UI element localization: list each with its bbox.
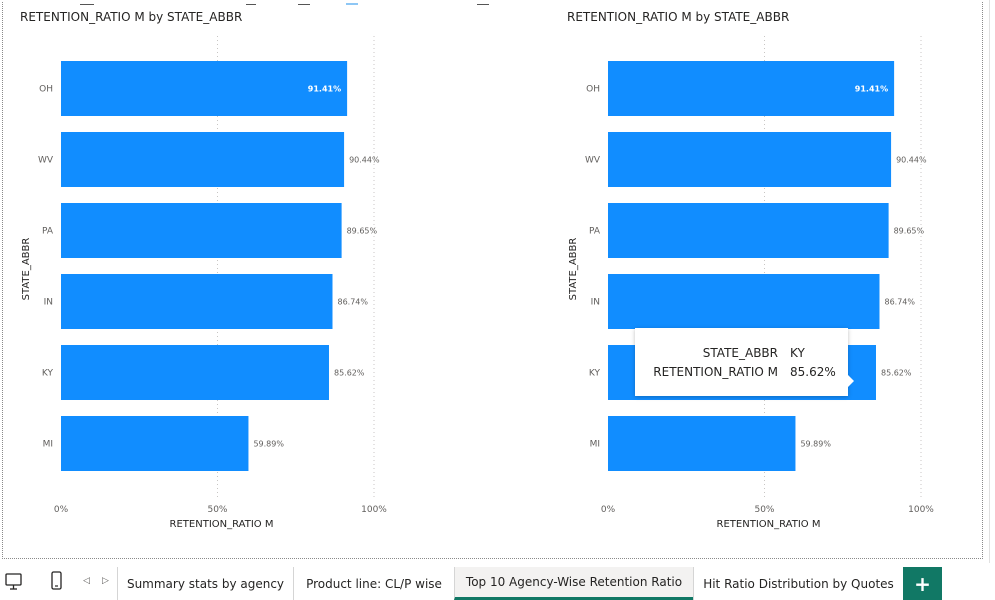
bar-chart-visual-left[interactable]: RETENTION_RATIO M by STATE_ABBR 0% 50% 100… [2, 4, 482, 544]
data-tooltip: STATE_ABBR KY RETENTION_RATIO M 85.62% [635, 328, 854, 396]
bar [608, 61, 895, 116]
chevron-left-icon[interactable]: ◁ [83, 576, 90, 586]
toolbar-fragment [246, 0, 256, 5]
y-tick-label: KY [42, 369, 54, 379]
data-label: 91.41% [855, 85, 888, 94]
x-tick-label: 100% [361, 505, 387, 515]
toolbar-fragment [298, 0, 310, 5]
data-label: 59.89% [253, 440, 284, 449]
add-page-button[interactable]: + [903, 567, 942, 600]
desktop-view-icon[interactable] [1, 570, 27, 594]
x-tick-label: 0% [601, 505, 616, 515]
y-tick-label: IN [591, 298, 600, 308]
bar [61, 416, 249, 471]
tooltip-key: STATE_ABBR [702, 346, 778, 360]
y-tick-label: PA [42, 227, 54, 237]
chart-title: RETENTION_RATIO M by STATE_ABBR [567, 10, 790, 24]
bar [61, 132, 345, 187]
tooltip-caret [848, 375, 854, 387]
x-tick-label: 100% [908, 505, 934, 515]
bar [61, 274, 333, 329]
data-label: 86.74% [884, 298, 915, 307]
x-tick-label: 0% [54, 505, 69, 515]
tab-label: Summary stats by agency [126, 576, 285, 591]
tab-hit-ratio[interactable]: Hit Ratio Distribution by Quotes [693, 567, 903, 600]
tab-product-line[interactable]: Product line: CL/P wise [293, 567, 454, 600]
toolbar-fragment [346, 0, 358, 5]
tooltip-row: STATE_ABBR KY [635, 346, 848, 364]
bar-chart-visual-right[interactable]: RETENTION_RATIO M by STATE_ABBR 0% 50% 100… [549, 4, 995, 544]
x-tick-label: 50% [207, 505, 227, 515]
tab-label: Hit Ratio Distribution by Quotes [703, 576, 894, 591]
page-edge [989, 0, 990, 600]
chart-title: RETENTION_RATIO M by STATE_ABBR [20, 10, 243, 24]
tooltip-key: RETENTION_RATIO M [653, 365, 778, 379]
y-axis-title: STATE_ABBR [568, 238, 579, 301]
tooltip-value: 85.62% [790, 365, 836, 379]
y-tick-label: KY [589, 369, 601, 379]
chevron-right-icon[interactable]: ▷ [102, 576, 109, 586]
bar [61, 345, 329, 400]
data-label: 85.62% [881, 369, 912, 378]
toolbar-remnant [0, 0, 995, 9]
bar [608, 416, 796, 471]
y-tick-label: PA [589, 227, 601, 237]
x-tick-label: 50% [754, 505, 774, 515]
data-label: 90.44% [896, 156, 927, 165]
data-label: 85.62% [334, 369, 365, 378]
bar [608, 132, 892, 187]
page-tabs-bar: ◁ ▷ Summary stats by agency Product line… [0, 563, 995, 600]
y-tick-label: OH [39, 85, 53, 95]
bar [61, 61, 348, 116]
y-tick-label: IN [44, 298, 53, 308]
data-label: 91.41% [308, 85, 341, 94]
bar-chart-svg: 0% 50% 100% OH 91.41% WV 90.44% PA 89.65% IN 86.74… [21, 36, 387, 530]
report-page-frame [2, 2, 983, 559]
tab-label: Top 10 Agency-Wise Retention Ratio [465, 575, 683, 589]
tab-top10-retention[interactable]: Top 10 Agency-Wise Retention Ratio [454, 567, 693, 600]
data-label: 89.65% [894, 227, 925, 236]
y-tick-label: MI [43, 440, 53, 450]
y-tick-label: WV [38, 156, 54, 166]
toolbar-fragment [80, 0, 94, 5]
tooltip-row: RETENTION_RATIO M 85.62% [635, 365, 848, 383]
data-label: 86.74% [337, 298, 368, 307]
plus-icon: + [914, 571, 931, 596]
bar-chart-svg: 0% 50% 100% OH 91.41% WV 90.44% PA 89.65% IN 86.74… [568, 36, 934, 530]
y-tick-label: OH [586, 85, 600, 95]
data-label: 89.65% [347, 227, 378, 236]
toolbar-fragment [477, 0, 489, 5]
data-label: 90.44% [349, 156, 380, 165]
tab-label: Product line: CL/P wise [306, 576, 442, 591]
tab-summary-stats[interactable]: Summary stats by agency [117, 567, 293, 600]
x-axis-title: RETENTION_RATIO M [717, 519, 821, 530]
x-axis-title: RETENTION_RATIO M [170, 519, 274, 530]
data-label: 59.89% [800, 440, 831, 449]
mobile-view-icon[interactable] [44, 570, 70, 594]
y-axis-title: STATE_ABBR [21, 238, 32, 301]
bar [608, 203, 889, 258]
bar [61, 203, 342, 258]
y-tick-label: WV [585, 156, 601, 166]
bar [608, 274, 880, 329]
y-tick-label: MI [590, 440, 600, 450]
tooltip-value: KY [790, 346, 805, 360]
